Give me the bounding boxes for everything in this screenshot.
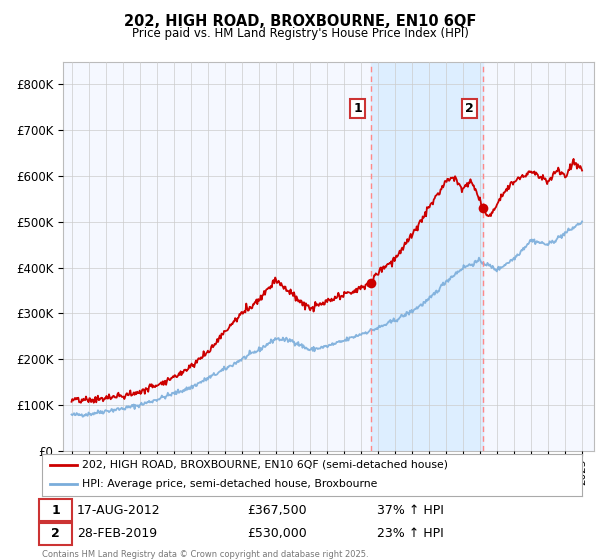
Text: 37% ↑ HPI: 37% ↑ HPI xyxy=(377,503,443,516)
Text: £367,500: £367,500 xyxy=(247,503,307,516)
Text: 2: 2 xyxy=(465,102,473,115)
FancyBboxPatch shape xyxy=(40,523,72,544)
Text: HPI: Average price, semi-detached house, Broxbourne: HPI: Average price, semi-detached house,… xyxy=(83,479,378,489)
FancyBboxPatch shape xyxy=(40,499,72,521)
Text: £530,000: £530,000 xyxy=(247,527,307,540)
Text: 202, HIGH ROAD, BROXBOURNE, EN10 6QF (semi-detached house): 202, HIGH ROAD, BROXBOURNE, EN10 6QF (se… xyxy=(83,460,449,470)
Text: 23% ↑ HPI: 23% ↑ HPI xyxy=(377,527,443,540)
Text: 1: 1 xyxy=(353,102,362,115)
Text: 2: 2 xyxy=(51,527,60,540)
Text: 1: 1 xyxy=(51,503,60,516)
Text: Price paid vs. HM Land Registry's House Price Index (HPI): Price paid vs. HM Land Registry's House … xyxy=(131,27,469,40)
Text: 28-FEB-2019: 28-FEB-2019 xyxy=(77,527,157,540)
Text: 202, HIGH ROAD, BROXBOURNE, EN10 6QF: 202, HIGH ROAD, BROXBOURNE, EN10 6QF xyxy=(124,14,476,29)
Text: 17-AUG-2012: 17-AUG-2012 xyxy=(77,503,161,516)
Text: Contains HM Land Registry data © Crown copyright and database right 2025.
This d: Contains HM Land Registry data © Crown c… xyxy=(42,550,368,560)
Bar xyxy=(371,62,483,451)
